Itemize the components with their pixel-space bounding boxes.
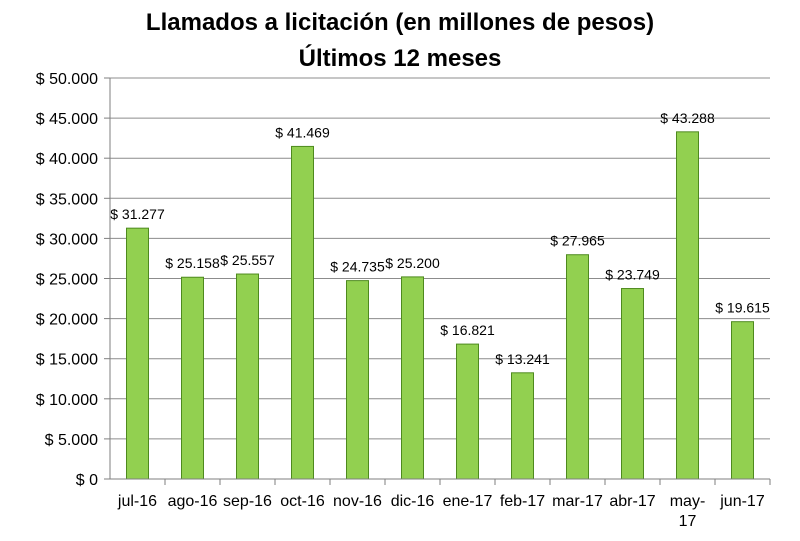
gridlines	[110, 77, 770, 440]
y-tick-label: $ 5.000	[45, 432, 98, 449]
bar-dic-16	[401, 276, 424, 480]
bar-ene-17	[456, 343, 479, 480]
bar-ago-16	[181, 276, 204, 480]
x-tick-label: may-17	[670, 493, 706, 530]
y-tick-label: $ 10.000	[36, 392, 98, 409]
y-tick-label: $ 30.000	[36, 231, 98, 248]
x-tick-label: oct-16	[280, 493, 325, 510]
x-axis-ticks: jul-16 ago-16 sep-16 oct-16 nov-16 dic-16 ene-…	[117, 479, 771, 530]
data-label: $ 13.241	[495, 351, 550, 367]
x-tick-label: jun-17	[719, 493, 765, 510]
data-label: $ 23.749	[605, 267, 660, 283]
x-tick-label: abr-17	[609, 493, 655, 510]
y-tick-label: $ 20.000	[36, 312, 98, 329]
data-label: $ 25.557	[220, 252, 275, 268]
axes	[109, 78, 770, 480]
x-tick-label: ene-17	[443, 493, 493, 510]
bar-oct-16	[291, 145, 314, 480]
bar-feb-17	[511, 372, 534, 480]
data-label: $ 25.158	[165, 255, 220, 271]
chart-title-line1: Llamados a licitación (en millones de pe…	[146, 9, 654, 36]
bar-may-17	[676, 131, 699, 480]
y-tick-label: $ 35.000	[36, 191, 98, 208]
data-label: $ 43.288	[660, 110, 715, 126]
y-axis-ticks: $ 0 $ 5.000 $ 10.000 $ 15.000 $ 20.000 $ 25.0…	[36, 71, 110, 489]
bar-sep-16	[236, 273, 259, 480]
data-label: $ 27.965	[550, 233, 605, 249]
data-labels: $ 31.277 $ 25.158 $ 25.557 $ 41.469 $ 24.735…	[110, 110, 770, 367]
data-label: $ 41.469	[275, 124, 330, 140]
y-tick-label: $ 15.000	[36, 352, 98, 369]
x-tick-label: ago-16	[168, 493, 218, 510]
y-tick-label: $ 50.000	[36, 71, 98, 88]
data-label: $ 24.735	[330, 259, 385, 275]
y-tick-label: $ 25.000	[36, 272, 98, 289]
x-tick-label: nov-16	[333, 493, 382, 510]
bars	[126, 131, 754, 480]
data-label: $ 19.615	[715, 300, 770, 316]
x-tick-label: mar-17	[552, 493, 603, 510]
bar-jun-17	[731, 321, 754, 480]
x-tick-label: feb-17	[500, 493, 545, 510]
bar-mar-17	[566, 254, 589, 480]
y-tick-label: $ 40.000	[36, 151, 98, 168]
bar-jul-16	[126, 227, 149, 480]
x-tick-label: dic-16	[391, 493, 435, 510]
bar-nov-16	[346, 280, 369, 480]
y-tick-label: $ 0	[76, 472, 98, 489]
y-tick-label: $ 45.000	[36, 111, 98, 128]
chart-title-line2: Últimos 12 meses	[299, 44, 502, 72]
bar-abr-17	[621, 288, 644, 480]
x-tick-label: sep-16	[223, 493, 272, 510]
x-tick-label: jul-16	[117, 493, 157, 510]
data-label: $ 31.277	[110, 206, 165, 222]
data-label: $ 16.821	[440, 322, 495, 338]
data-label: $ 25.200	[385, 255, 440, 271]
